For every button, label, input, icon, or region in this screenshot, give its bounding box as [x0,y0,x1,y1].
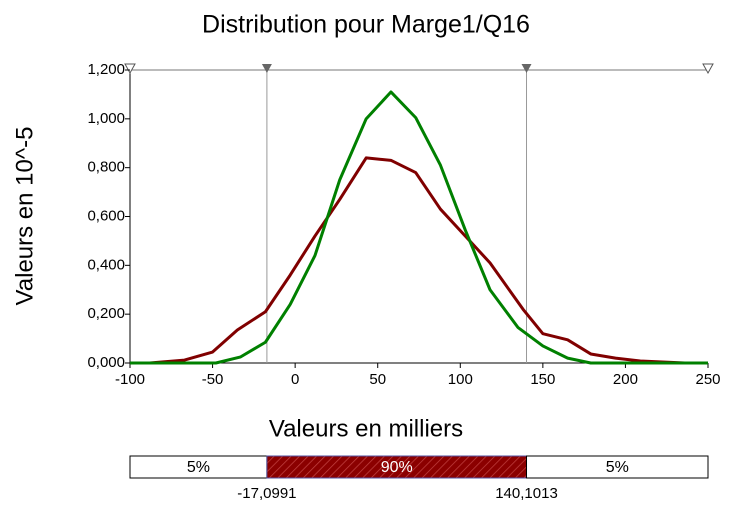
y-axis-label: Valeurs en 10^-5 [11,127,38,306]
x-tick-label: 50 [369,371,386,388]
series-line [130,90,708,365]
marker-label: 140,1013 [495,485,558,502]
percentile-label: 5% [606,459,629,476]
percentile-label: 5% [187,459,210,476]
x-axis-label: Valeurs en milliers [269,415,463,442]
y-tick-label: 0,000 [87,354,125,371]
marker-handle [261,64,272,73]
y-tick-label: 0,200 [87,305,125,322]
x-tick-label: -50 [202,371,224,388]
y-tick-label: 1,200 [87,61,125,78]
range-handle [702,63,714,75]
x-tick-label: 150 [530,371,555,388]
y-tick-label: 1,000 [87,110,125,127]
y-tick-label: 0,400 [87,256,125,273]
series-line [149,156,685,365]
x-tick-label: -100 [115,371,145,388]
x-tick-label: 0 [291,371,299,388]
marker-handle [521,64,532,73]
x-tick-label: 200 [613,371,638,388]
y-tick-label: 0,800 [87,159,125,176]
chart-title: Distribution pour Marge1/Q16 [202,11,530,39]
x-tick-label: 250 [695,371,720,388]
y-tick-label: 0,600 [87,207,125,224]
percentile-band [526,455,709,479]
range-handle [124,63,136,75]
marker-label: -17,0991 [237,485,296,502]
percentile-label: 90% [381,459,413,476]
x-tick-label: 100 [448,371,473,388]
